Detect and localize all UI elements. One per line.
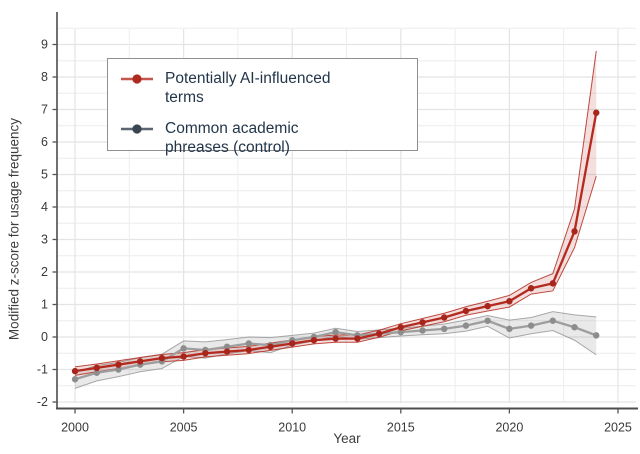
ai-terms-data-point [506,298,513,305]
control-data-point [223,343,231,350]
legend-item-ai-terms: Potentially AI-influenced terms [121,70,417,108]
ai-terms-data-point [71,367,79,375]
control-data-point [180,345,187,352]
x-tick-label: 2010 [278,420,306,434]
ai-terms-data-point [245,346,252,354]
y-tick-label: 7 [41,103,48,117]
ai-terms-legend-label: Potentially AI-influenced terms [165,70,331,106]
ai-terms-data-point [115,361,122,368]
ai-terms-data-point [354,335,361,342]
x-tick-label: 2025 [604,420,632,434]
x-tick-label: 2020 [495,420,523,434]
legend-item-control: Common academic phreases (control) [121,120,417,158]
y-tick-label: 5 [41,168,48,182]
ai-terms-data-point [397,324,404,331]
ai-terms-data-point [202,350,209,357]
ai-terms-data-point [462,307,470,315]
ai-terms-data-point [375,330,383,337]
ai-terms-data-point [93,364,100,372]
control-data-point [484,317,491,324]
y-tick-label: 0 [41,330,48,344]
control-data-point [115,366,122,373]
ai-terms-data-point [419,319,426,326]
control-legend-marker-icon [121,124,153,134]
control-data-point [397,328,404,336]
y-tick-label: -2 [37,395,48,409]
tick-marks: 2000 2005 2010 2015 2020 2025 9 8 7 6 5 4 3 2 1 0 -1 -2 [37,38,632,435]
ai-terms-data-point [180,353,187,360]
ai-terms-data-point [289,340,296,347]
legend-box: Potentially AI-influenced terms Common a… [107,58,418,156]
x-tick-label: 2000 [61,420,89,434]
control-data-point [441,325,448,333]
ai-terms-data-point [267,343,274,350]
ai-terms-series [71,109,600,375]
control-confidence-band [74,311,597,389]
y-tick-label: 4 [41,200,48,214]
control-data-point [549,317,557,324]
x-tick-label: 2015 [387,420,415,434]
y-tick-label: 1 [41,298,48,312]
control-data-point [506,325,513,333]
control-band-fill [75,311,597,389]
ai-terms-data-point [158,354,166,362]
ai-terms-data-point [527,285,535,292]
x-axis-title: Year [333,431,361,446]
ai-terms-data-point [571,228,578,235]
ai-terms-data-point [310,337,318,344]
control-data-point [571,324,578,331]
ai-terms-data-point [223,348,231,355]
y-tick-label: 3 [41,233,48,247]
ai-terms-data-point [441,314,448,321]
control-legend-label: Common academic phreases (control) [165,119,299,156]
control-data-point [245,340,252,347]
control-data-point [593,332,600,339]
ai-terms-data-point [593,109,600,116]
axis-spines [56,12,638,410]
ai-terms-band-lower-edge [74,175,597,376]
y-tick-label: 2 [41,265,48,279]
ai-terms-data-point [484,302,491,310]
ai-terms-data-point [549,280,557,287]
control-data-point [93,369,100,376]
y-tick-label: 9 [41,38,48,52]
ai-terms-legend-marker-icon [121,74,153,84]
control-data-point [462,322,470,329]
ai-terms-data-point [136,358,144,365]
control-series [71,317,600,383]
y-tick-label: 6 [41,135,48,149]
control-data-point [527,322,535,329]
control-data-point [332,328,339,336]
x-tick-label: 2005 [170,420,198,434]
y-tick-label: 8 [41,70,48,84]
control-data-point [419,327,426,334]
y-tick-label: -1 [37,363,48,377]
ai-terms-data-point [332,335,339,342]
control-data-point [71,376,79,383]
y-axis-title: Modified z-score for usage frequency [6,117,22,341]
